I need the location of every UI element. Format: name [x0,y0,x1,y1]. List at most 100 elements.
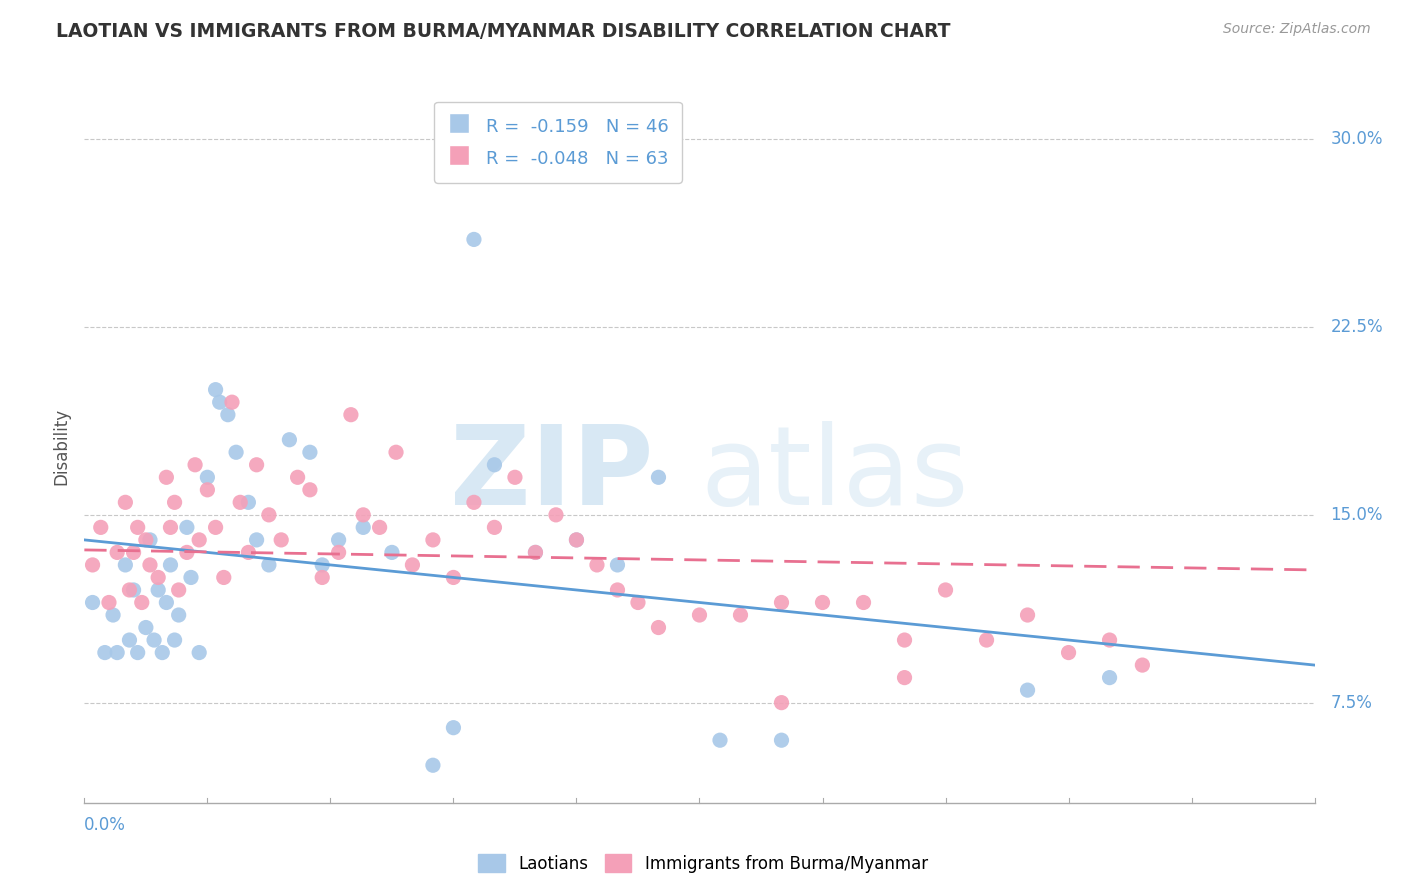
Point [352,508,374,522]
Point [114,558,136,572]
Point [368,520,391,534]
Point [176,520,198,534]
Text: 22.5%: 22.5% [1330,318,1384,336]
Point [217,408,239,422]
Point [257,508,280,522]
Point [155,470,177,484]
Point [225,445,247,459]
Text: 7.5%: 7.5% [1330,694,1372,712]
Point [385,445,408,459]
Point [1017,683,1039,698]
Point [811,595,834,609]
Point [167,607,190,622]
Point [143,633,166,648]
Point [257,558,280,572]
Point [238,495,260,509]
Point [180,570,202,584]
Point [565,533,588,547]
Point [709,733,731,747]
Point [544,508,567,522]
Point [229,495,252,509]
Point [270,533,292,547]
Text: 30.0%: 30.0% [1330,130,1384,148]
Point [422,758,444,772]
Point [463,232,485,246]
Point [770,733,793,747]
Point [148,570,170,584]
Point [1057,646,1080,660]
Point [197,470,219,484]
Legend: Laotians, Immigrants from Burma/Myanmar: Laotians, Immigrants from Burma/Myanmar [471,847,935,880]
Point [246,458,269,472]
Point [311,570,333,584]
Point [770,696,793,710]
Point [852,595,875,609]
Point [159,520,181,534]
Point [352,520,374,534]
Text: 0.0%: 0.0% [84,815,127,834]
Legend: R =  -0.159   N = 46, R =  -0.048   N = 63: R = -0.159 N = 46, R = -0.048 N = 63 [434,102,682,183]
Point [298,483,321,497]
Point [287,470,309,484]
Point [118,633,141,648]
Point [204,520,226,534]
Point [565,533,588,547]
Point [328,533,350,547]
Point [586,558,609,572]
Point [246,533,269,547]
Point [135,621,157,635]
Point [311,558,333,572]
Point [188,646,211,660]
Point [627,595,650,609]
Point [148,582,170,597]
Point [1098,633,1121,648]
Point [422,533,444,547]
Point [94,646,117,660]
Point [204,383,226,397]
Point [340,408,363,422]
Point [606,582,628,597]
Point [463,495,485,509]
Point [122,582,145,597]
Point [238,545,260,559]
Point [443,570,465,584]
Point [298,445,321,459]
Point [105,646,128,660]
Point [647,621,669,635]
Point [770,595,793,609]
Point [98,595,120,609]
Point [935,582,957,597]
Point [122,545,145,559]
Point [139,533,162,547]
Point [197,483,219,497]
Point [401,558,423,572]
Point [524,545,547,559]
Point [139,558,162,572]
Point [167,582,190,597]
Point [163,495,186,509]
Point [105,545,128,559]
Point [135,533,157,547]
Text: LAOTIAN VS IMMIGRANTS FROM BURMA/MYANMAR DISABILITY CORRELATION CHART: LAOTIAN VS IMMIGRANTS FROM BURMA/MYANMAR… [56,22,950,41]
Point [90,520,112,534]
Point [155,595,177,609]
Text: atlas: atlas [700,421,969,528]
Point [278,433,301,447]
Point [188,533,211,547]
Text: 15.0%: 15.0% [1330,506,1384,524]
Point [212,570,235,584]
Point [184,458,207,472]
Point [150,646,173,660]
Text: ZIP: ZIP [450,421,654,528]
Point [118,582,141,597]
Point [730,607,752,622]
Point [689,607,711,622]
Point [647,470,669,484]
Point [606,558,628,572]
Point [524,545,547,559]
Point [328,545,350,559]
Point [1017,607,1039,622]
Point [1098,671,1121,685]
Point [484,520,506,534]
Point [484,458,506,472]
